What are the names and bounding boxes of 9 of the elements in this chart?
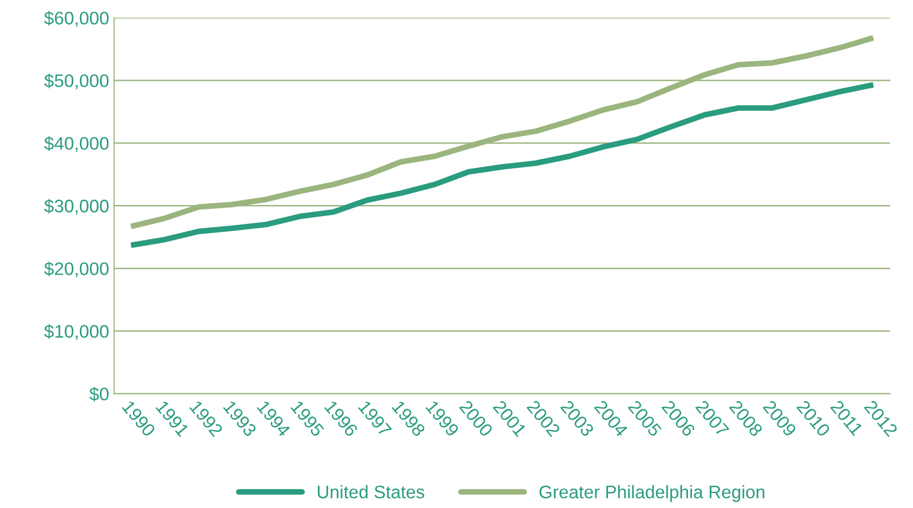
y-tick-label: $50,000 — [44, 74, 109, 90]
y-tick-label: $60,000 — [44, 10, 109, 27]
y-tick-label: $20,000 — [44, 262, 109, 278]
y-tick-label: $40,000 — [44, 136, 109, 152]
legend-label: Greater Philadelphia Region — [540, 485, 764, 502]
y-tick-label: $0 — [89, 386, 109, 402]
y-tick-label: $30,000 — [44, 198, 109, 215]
y-tick-label: $10,000 — [44, 324, 109, 340]
legend-label: United States — [318, 485, 424, 498]
